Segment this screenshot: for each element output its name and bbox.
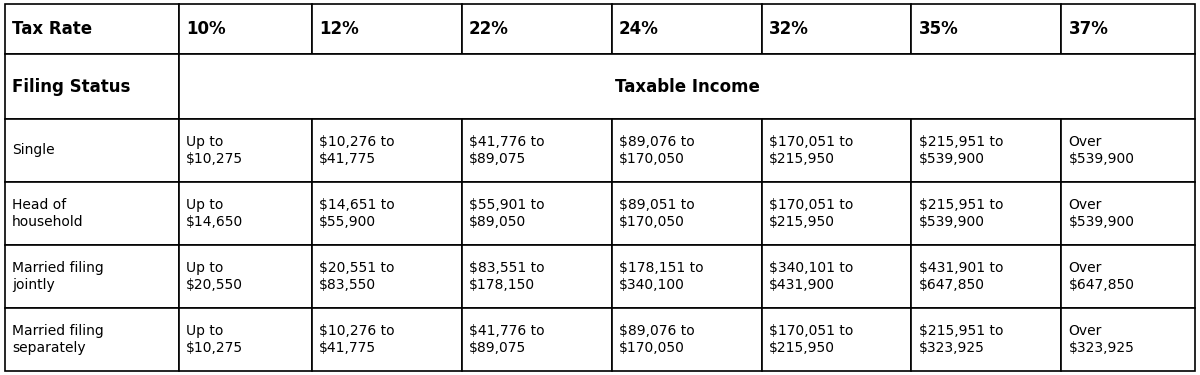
Text: Over
$539,900: Over $539,900 bbox=[1068, 198, 1134, 229]
Bar bbox=[5, 182, 179, 245]
Text: $170,051 to
$215,950: $170,051 to $215,950 bbox=[769, 198, 853, 229]
Bar bbox=[5, 4, 179, 54]
Bar bbox=[612, 119, 762, 182]
Text: Over
$647,850: Over $647,850 bbox=[1068, 261, 1134, 292]
Bar bbox=[312, 182, 462, 245]
Text: Over
$323,925: Over $323,925 bbox=[1068, 324, 1134, 356]
Text: $41,776 to
$89,075: $41,776 to $89,075 bbox=[469, 135, 545, 166]
Text: $20,551 to
$83,550: $20,551 to $83,550 bbox=[319, 261, 395, 292]
Text: Up to
$10,275: Up to $10,275 bbox=[186, 135, 244, 166]
Bar bbox=[312, 245, 462, 308]
Bar bbox=[312, 308, 462, 371]
Text: $89,076 to
$170,050: $89,076 to $170,050 bbox=[619, 135, 695, 166]
Text: 37%: 37% bbox=[1068, 20, 1109, 38]
Text: $41,776 to
$89,075: $41,776 to $89,075 bbox=[469, 324, 545, 356]
Text: $89,076 to
$170,050: $89,076 to $170,050 bbox=[619, 324, 695, 356]
Text: 32%: 32% bbox=[769, 20, 809, 38]
Bar bbox=[612, 4, 762, 54]
Bar bbox=[179, 308, 312, 371]
Bar bbox=[762, 308, 912, 371]
Bar bbox=[1061, 308, 1195, 371]
Text: 12%: 12% bbox=[319, 20, 359, 38]
Bar bbox=[762, 4, 912, 54]
Text: Up to
$10,275: Up to $10,275 bbox=[186, 324, 244, 356]
Bar bbox=[1061, 119, 1195, 182]
Bar bbox=[179, 182, 312, 245]
Bar bbox=[462, 119, 612, 182]
Text: Up to
$20,550: Up to $20,550 bbox=[186, 261, 244, 292]
Bar bbox=[612, 182, 762, 245]
Text: 22%: 22% bbox=[469, 20, 509, 38]
Text: Filing Status: Filing Status bbox=[12, 78, 131, 96]
Text: $170,051 to
$215,950: $170,051 to $215,950 bbox=[769, 135, 853, 166]
Bar bbox=[912, 119, 1061, 182]
Text: $340,101 to
$431,900: $340,101 to $431,900 bbox=[769, 261, 853, 292]
Text: Married filing
jointly: Married filing jointly bbox=[12, 261, 103, 292]
Text: $431,901 to
$647,850: $431,901 to $647,850 bbox=[919, 261, 1003, 292]
Text: 35%: 35% bbox=[919, 20, 959, 38]
Bar bbox=[312, 119, 462, 182]
Text: $215,951 to
$323,925: $215,951 to $323,925 bbox=[919, 324, 1003, 356]
Text: Married filing
separately: Married filing separately bbox=[12, 324, 103, 356]
Bar bbox=[1061, 4, 1195, 54]
Text: $215,951 to
$539,900: $215,951 to $539,900 bbox=[919, 135, 1003, 166]
Bar bbox=[5, 54, 179, 119]
Bar bbox=[312, 4, 462, 54]
Text: $10,276 to
$41,775: $10,276 to $41,775 bbox=[319, 135, 395, 166]
Bar bbox=[912, 245, 1061, 308]
Text: $178,151 to
$340,100: $178,151 to $340,100 bbox=[619, 261, 703, 292]
Bar bbox=[912, 182, 1061, 245]
Bar bbox=[462, 308, 612, 371]
Text: $10,276 to
$41,775: $10,276 to $41,775 bbox=[319, 324, 395, 356]
Text: Single: Single bbox=[12, 143, 55, 158]
Bar bbox=[762, 245, 912, 308]
Text: Head of
household: Head of household bbox=[12, 198, 84, 229]
Bar bbox=[179, 119, 312, 182]
Text: $215,951 to
$539,900: $215,951 to $539,900 bbox=[919, 198, 1003, 229]
Bar bbox=[462, 245, 612, 308]
Text: $83,551 to
$178,150: $83,551 to $178,150 bbox=[469, 261, 545, 292]
Bar bbox=[462, 182, 612, 245]
Bar bbox=[5, 119, 179, 182]
Bar bbox=[762, 119, 912, 182]
Text: Up to
$14,650: Up to $14,650 bbox=[186, 198, 244, 229]
Text: $55,901 to
$89,050: $55,901 to $89,050 bbox=[469, 198, 545, 229]
Bar bbox=[912, 4, 1061, 54]
Bar bbox=[762, 182, 912, 245]
Bar bbox=[612, 245, 762, 308]
Bar bbox=[179, 4, 312, 54]
Bar bbox=[5, 308, 179, 371]
Bar bbox=[179, 54, 1195, 119]
Text: $89,051 to
$170,050: $89,051 to $170,050 bbox=[619, 198, 695, 229]
Bar bbox=[179, 245, 312, 308]
Bar bbox=[1061, 182, 1195, 245]
Bar bbox=[5, 245, 179, 308]
Bar bbox=[612, 308, 762, 371]
Text: $14,651 to
$55,900: $14,651 to $55,900 bbox=[319, 198, 395, 229]
Text: Tax Rate: Tax Rate bbox=[12, 20, 92, 38]
Bar bbox=[1061, 245, 1195, 308]
Text: Taxable Income: Taxable Income bbox=[614, 78, 760, 96]
Text: 24%: 24% bbox=[619, 20, 659, 38]
Text: $170,051 to
$215,950: $170,051 to $215,950 bbox=[769, 324, 853, 356]
Bar bbox=[912, 308, 1061, 371]
Bar bbox=[462, 4, 612, 54]
Text: Over
$539,900: Over $539,900 bbox=[1068, 135, 1134, 166]
Text: 10%: 10% bbox=[186, 20, 226, 38]
